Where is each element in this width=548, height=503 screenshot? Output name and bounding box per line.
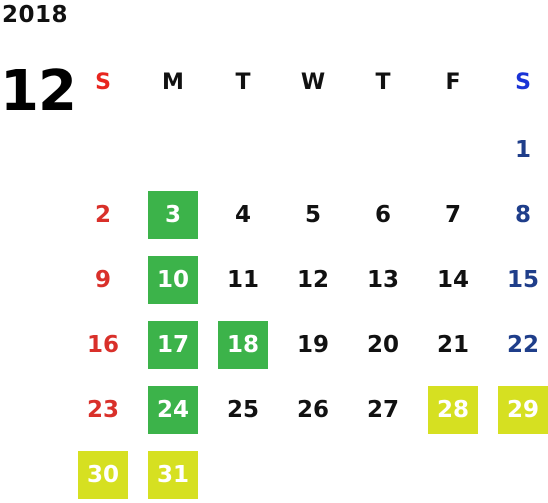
weekday-tuesday: T [235,69,251,95]
day-number: 8 [514,202,531,228]
day-cell: 20 [348,321,418,369]
day-number: 20 [366,332,399,358]
day-number: 3 [148,191,198,239]
day-number: 1 [514,137,531,163]
day-cell: 12 [278,256,348,304]
day-cell: 9 [68,256,138,304]
day-number: 31 [148,451,198,499]
day-number: 6 [374,202,391,228]
day-cell: 28 [418,386,488,434]
week-row: 1 [68,126,548,174]
day-cell: 18 [208,321,278,369]
day-number: 2 [94,202,111,228]
day-number: 7 [444,202,461,228]
day-cell [68,126,138,174]
day-number: 18 [218,321,268,369]
day-cell: 24 [138,386,208,434]
weekday-friday: F [445,69,461,95]
day-cell: 1 [488,126,548,174]
day-cell [138,126,208,174]
day-cell: 14 [418,256,488,304]
day-number: 14 [436,267,469,293]
day-cell: 15 [488,256,548,304]
day-cell [208,451,278,499]
day-cell [278,451,348,499]
day-cell: 3 [138,191,208,239]
day-number: 30 [78,451,128,499]
day-number: 12 [296,267,329,293]
day-number: 5 [304,202,321,228]
day-cell: 27 [348,386,418,434]
week-row: 2 3 4 5 6 7 8 [68,191,548,239]
day-cell [418,451,488,499]
month-label: 12 [0,59,77,124]
day-cell: 25 [208,386,278,434]
day-cell [348,126,418,174]
day-number: 9 [94,267,111,293]
week-row: 30 31 [68,451,548,499]
day-cell: 4 [208,191,278,239]
day-cell: 29 [488,386,548,434]
day-cell [278,126,348,174]
weekday-saturday: S [515,69,531,95]
day-number: 13 [366,267,399,293]
day-cell [488,451,548,499]
day-cell: 21 [418,321,488,369]
day-number: 26 [296,397,329,423]
day-cell: 11 [208,256,278,304]
day-cell [418,126,488,174]
day-cell: 7 [418,191,488,239]
day-cell: 8 [488,191,548,239]
day-cell: 5 [278,191,348,239]
week-row: 16 17 18 19 20 21 22 [68,321,548,369]
week-row: 9 10 11 12 13 14 15 [68,256,548,304]
day-cell: 16 [68,321,138,369]
day-number: 29 [498,386,548,434]
day-number: 28 [428,386,478,434]
day-number: 10 [148,256,198,304]
day-number: 25 [226,397,259,423]
day-cell: 23 [68,386,138,434]
day-cell [348,451,418,499]
day-number: 17 [148,321,198,369]
weekday-sunday: S [95,69,111,95]
day-cell [208,126,278,174]
day-cell: 22 [488,321,548,369]
day-cell: 13 [348,256,418,304]
day-cell: 26 [278,386,348,434]
day-number: 23 [86,397,119,423]
day-number: 24 [148,386,198,434]
day-number: 16 [86,332,119,358]
day-number: 4 [234,202,251,228]
day-number: 27 [366,397,399,423]
weekday-thursday: T [375,69,391,95]
day-cell: 6 [348,191,418,239]
day-cell: 17 [138,321,208,369]
day-number: 11 [226,267,259,293]
weekday-wednesday: W [300,69,326,95]
year-label: 2018 [2,2,69,28]
day-number: 19 [296,332,329,358]
day-number: 15 [506,267,539,293]
day-cell: 19 [278,321,348,369]
day-number: 21 [436,332,469,358]
weekday-header: S M T W T F S [68,62,548,102]
week-row: 23 24 25 26 27 28 29 [68,386,548,434]
day-cell: 10 [138,256,208,304]
day-cell: 31 [138,451,208,499]
day-cell: 2 [68,191,138,239]
day-number: 22 [506,332,539,358]
day-cell: 30 [68,451,138,499]
weekday-monday: M [162,69,184,95]
